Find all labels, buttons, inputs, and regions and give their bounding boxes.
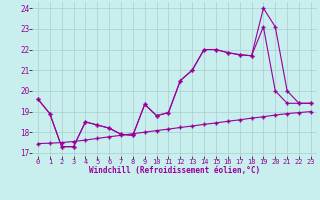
X-axis label: Windchill (Refroidissement éolien,°C): Windchill (Refroidissement éolien,°C): [89, 166, 260, 175]
